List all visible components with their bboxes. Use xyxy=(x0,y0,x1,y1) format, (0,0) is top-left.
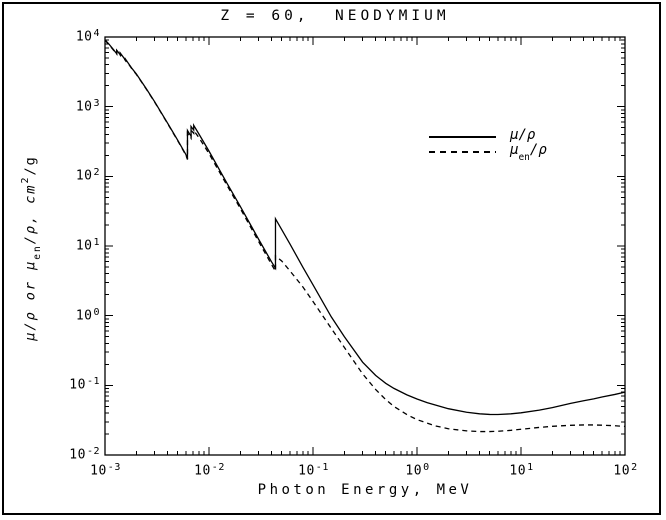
chart-title: Z = 60, NEODYMIUM xyxy=(220,8,450,24)
x-tick-label-10e-1: 10-1 xyxy=(298,462,329,479)
legend-label-mu-en-over-rho: μen/ρ xyxy=(510,142,547,163)
legend: μ/ρ μen/ρ xyxy=(429,127,547,163)
plot-frame xyxy=(104,36,626,456)
axis-tick-marks xyxy=(104,36,626,456)
x-tick-label-10e-3: 10-3 xyxy=(90,462,121,479)
y-tick-label-10e-1: 10-1 xyxy=(69,376,100,393)
y-tick-label-10e4: 104 xyxy=(75,28,100,45)
x-tick-label-10e-2: 10-2 xyxy=(194,462,225,479)
legend-dashed-line-sample xyxy=(429,150,496,153)
x-tick-label-10e1: 101 xyxy=(509,462,534,479)
y-axis-title-part2: /ρ, cm xyxy=(22,183,39,245)
mu-over-rho-curve xyxy=(104,39,626,416)
legend-label-mu-over-rho: μ/ρ xyxy=(510,127,536,144)
y-axis-title-part3: /g xyxy=(22,155,39,176)
legend-item-mu-over-rho: μ/ρ xyxy=(429,127,547,144)
y-tick-label-10e3: 103 xyxy=(75,97,100,114)
y-tick-label-10e0: 100 xyxy=(75,306,100,323)
x-tick-label-10e2: 102 xyxy=(613,462,638,479)
y-axis-title: μ/ρ or μen/ρ, cm2/g xyxy=(20,26,43,470)
legend-solid-line-sample xyxy=(429,135,496,138)
y-tick-label-10e-2: 10-2 xyxy=(69,446,100,463)
y-tick-label-10e1: 101 xyxy=(75,237,100,254)
y-axis-title-subscript: en xyxy=(32,244,44,260)
legend-item-mu-en-over-rho: μen/ρ xyxy=(429,142,547,163)
mu-en-over-rho-curve xyxy=(104,39,626,433)
y-axis-title-superscript: 2 xyxy=(20,175,31,184)
x-tick-label-10e0: 100 xyxy=(405,462,430,479)
y-axis-title-part1: μ/ρ or μ xyxy=(22,259,39,341)
y-tick-label-10e2: 102 xyxy=(75,167,100,184)
x-axis-title: Photon Energy, MeV xyxy=(257,482,473,498)
